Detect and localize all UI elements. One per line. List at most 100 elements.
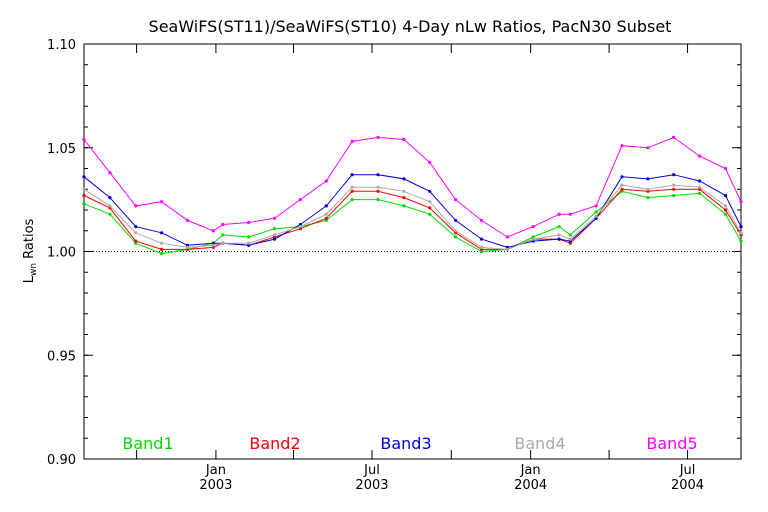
- data-point: [108, 204, 112, 208]
- data-point: [698, 179, 702, 183]
- data-point: [479, 218, 484, 222]
- data-point: [672, 183, 676, 187]
- data-point: [739, 225, 743, 229]
- data-point: [160, 231, 164, 235]
- data-point: [698, 185, 702, 189]
- data-point: [134, 239, 138, 243]
- data-point: [723, 166, 728, 171]
- legend-label-band2: Band2: [249, 434, 300, 453]
- data-point: [350, 185, 354, 189]
- legend-label-band4: Band4: [514, 434, 565, 453]
- series-line: [83, 174, 742, 248]
- data-point: [620, 187, 624, 191]
- data-point: [82, 202, 86, 206]
- data-point: [698, 191, 702, 195]
- y-axis-label-subscript: wn: [29, 263, 39, 276]
- data-point: [620, 175, 624, 179]
- data-point: [160, 200, 164, 204]
- x-tick-label-year: 2003: [355, 478, 388, 493]
- data-point: [185, 218, 190, 222]
- data-point: [723, 204, 728, 208]
- data-point: [324, 212, 328, 216]
- data-point: [402, 204, 406, 208]
- data-point: [272, 233, 277, 237]
- data-point: [646, 187, 650, 191]
- x-tick-label-year: 2004: [514, 478, 547, 493]
- x-tick-label-year: 2004: [671, 478, 704, 493]
- data-point: [505, 247, 509, 251]
- data-point: [557, 225, 561, 229]
- y-tick-label: 0.95: [47, 349, 76, 364]
- y-tick-label: 1.05: [47, 142, 76, 157]
- x-tick-label-year: 2003: [199, 478, 232, 493]
- data-point: [160, 247, 164, 251]
- data-point: [568, 233, 572, 237]
- x-tick-label-month: Jul: [363, 463, 380, 478]
- data-point: [134, 225, 138, 229]
- data-point: [82, 193, 86, 198]
- data-point: [454, 235, 458, 239]
- data-point: [568, 237, 572, 241]
- data-point: [350, 198, 354, 202]
- data-point: [454, 198, 458, 202]
- data-point: [402, 177, 406, 181]
- data-point: [557, 212, 561, 216]
- data-point: [672, 193, 676, 198]
- data-point: [376, 198, 380, 202]
- data-point: [723, 193, 728, 198]
- data-point: [428, 212, 432, 216]
- data-point: [272, 216, 277, 220]
- data-point: [505, 235, 509, 239]
- data-point: [594, 214, 598, 218]
- data-point: [134, 204, 138, 208]
- legend-label-band1: Band1: [122, 434, 173, 453]
- data-point: [594, 210, 598, 214]
- data-point: [160, 241, 164, 245]
- y-axis: 0.90 0.95 1.00 1.05 1.10: [47, 38, 741, 468]
- series-line: [83, 188, 742, 250]
- data-point: [739, 200, 743, 204]
- data-point: [402, 196, 406, 200]
- data-point: [620, 144, 624, 148]
- data-point: [723, 208, 728, 212]
- data-point: [402, 189, 406, 193]
- data-point: [376, 135, 380, 139]
- legend-label-band3: Band3: [380, 434, 431, 453]
- data-point: [272, 227, 277, 231]
- data-point: [298, 198, 302, 202]
- data-point: [557, 233, 561, 237]
- data-point: [221, 233, 225, 237]
- data-point: [428, 189, 432, 193]
- data-point: [646, 146, 650, 150]
- data-point: [479, 237, 484, 241]
- data-point: [739, 239, 743, 243]
- series-band2: [82, 187, 743, 251]
- data-point: [557, 237, 561, 241]
- data-point: [324, 204, 328, 208]
- data-point: [672, 173, 676, 177]
- data-point: [723, 212, 728, 216]
- data-point: [247, 220, 251, 225]
- data-point: [211, 229, 215, 233]
- data-point: [221, 222, 225, 227]
- x-tick-label-month: Jan: [205, 463, 226, 478]
- data-point: [402, 137, 406, 142]
- series-band3: [82, 173, 743, 249]
- data-point: [298, 225, 302, 229]
- data-point: [672, 135, 676, 139]
- data-point: [568, 212, 572, 216]
- data-point: [350, 139, 354, 144]
- data-point: [531, 237, 535, 241]
- data-point: [211, 243, 215, 247]
- data-point: [221, 241, 225, 245]
- x-tick-label-month: Jan: [520, 463, 541, 478]
- data-point: [454, 229, 458, 233]
- data-point: [672, 187, 676, 191]
- data-point: [247, 235, 251, 239]
- data-point: [646, 196, 650, 200]
- y-tick-label: 0.90: [47, 453, 76, 468]
- data-point: [134, 231, 138, 235]
- series-line: [83, 136, 742, 238]
- data-point: [324, 216, 328, 220]
